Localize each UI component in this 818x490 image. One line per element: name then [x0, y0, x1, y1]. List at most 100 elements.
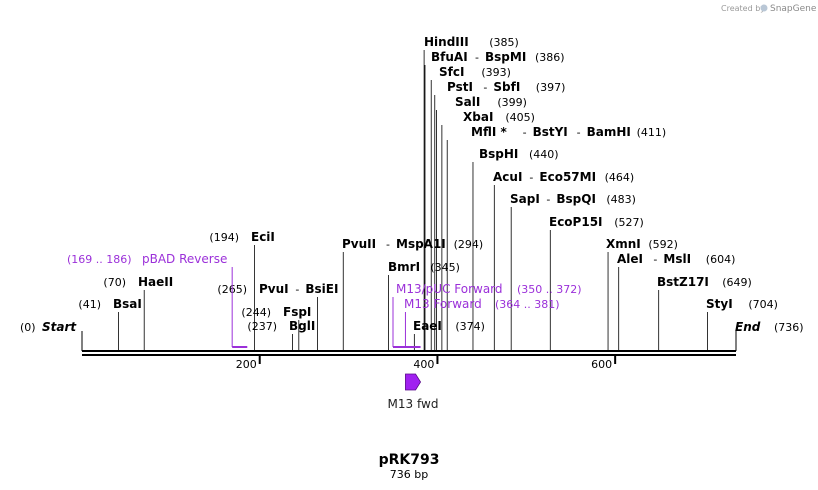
site-position-label: (604): [706, 253, 736, 266]
site-separator: -: [546, 193, 550, 206]
plasmid-size: 736 bp: [390, 468, 428, 481]
site-name-label[interactable]: BglI: [289, 319, 315, 333]
end-position: (736): [774, 321, 804, 334]
site-bsai: (41) BsaI: [78, 297, 142, 351]
site-name-label[interactable]: FspI: [283, 305, 311, 319]
site-name-label[interactable]: BspHI: [479, 147, 518, 161]
site-position-label: (397): [536, 81, 566, 94]
credit-brand: SnapGene: [770, 4, 817, 14]
site-position-label: (70): [103, 276, 126, 289]
site-name-label[interactable]: MslI: [663, 252, 691, 266]
primer-range-label: (169 .. 186): [67, 253, 132, 266]
site-name-label[interactable]: PstI: [447, 80, 473, 94]
site-separator: -: [529, 171, 533, 184]
primers: (169 .. 186) pBAD Reverse (350 .. 372) M13/…: [67, 252, 582, 348]
start-label: Start: [42, 320, 77, 334]
site-name-label[interactable]: Eco57MI: [539, 170, 596, 184]
site-name-label[interactable]: SfcI: [439, 65, 464, 79]
site-name-label[interactable]: StyI: [706, 297, 733, 311]
site-position-label: (483): [606, 193, 636, 206]
site-name-label[interactable]: BmrI: [388, 260, 420, 274]
primer-pbad-reverse[interactable]: (169 .. 186) pBAD Reverse: [67, 252, 248, 348]
site-sali: SalI (399): [436, 95, 527, 351]
site-position-label: (704): [748, 298, 778, 311]
site-position-label: (244): [241, 306, 271, 319]
site-position-label: (527): [614, 216, 644, 229]
site-position-label: (399): [497, 96, 527, 109]
restriction-sites: (41) BsaI (70) HaeII (194) EciI(237) BglI (244)…: [78, 35, 778, 351]
site-name-label[interactable]: HindIII: [424, 35, 469, 49]
site-bgli: (237) BglI: [247, 319, 315, 351]
primer-name-label[interactable]: pBAD Reverse: [142, 252, 227, 266]
start-position: (0): [20, 321, 36, 334]
primer-name-label[interactable]: M13 Forward: [404, 297, 482, 311]
site-name-label[interactable]: BspMI: [485, 50, 526, 64]
site-name-label[interactable]: SapI: [510, 192, 540, 206]
site-acui: AcuI - Eco57MI (464): [493, 170, 634, 351]
site-position-label: (393): [481, 66, 511, 79]
site-bmri: BmrI (345): [388, 260, 460, 351]
ruler-label-400: 400: [413, 358, 434, 371]
site-name-label[interactable]: SalI: [455, 95, 480, 109]
site-separator: -: [523, 126, 527, 139]
snapgene-logo-icon: [760, 4, 768, 12]
site-ecii: (194) EciI: [209, 230, 275, 351]
features: M13 fwd: [388, 373, 439, 411]
site-name-label[interactable]: BstYI: [533, 125, 568, 139]
site-position-label: (411): [637, 126, 667, 139]
site-mfli: MflI * - BstYI - BamHI (411): [446, 125, 667, 351]
site-name-label[interactable]: XbaI: [463, 110, 493, 124]
snapgene-credit: Created by SnapGene: [721, 4, 817, 14]
site-xmni: XmnI (592): [606, 237, 678, 351]
site-styi: StyI (704): [706, 297, 778, 351]
site-name-label[interactable]: BspQI: [556, 192, 596, 206]
site-name-label[interactable]: HaeII: [138, 275, 173, 289]
feature-arrow-icon[interactable]: [405, 373, 422, 391]
site-name-label[interactable]: EaeI: [413, 319, 442, 333]
site-name-label[interactable]: AleI: [617, 252, 643, 266]
end-label: End: [735, 320, 761, 334]
site-position-label: (464): [605, 171, 635, 184]
feature-label: M13 fwd: [388, 397, 439, 411]
site-name-label[interactable]: MspA1I: [396, 237, 446, 251]
site-position-label: (41): [78, 298, 101, 311]
site-position-label: (345): [430, 261, 460, 274]
site-position-label: (440): [529, 148, 559, 161]
site-separator: -: [577, 126, 581, 139]
feature-m13-fwd[interactable]: M13 fwd: [388, 373, 439, 411]
site-name-label[interactable]: EciI: [251, 230, 275, 244]
site-name-label[interactable]: AcuI: [493, 170, 522, 184]
site-separator: -: [653, 253, 657, 266]
site-name-label[interactable]: XmnI: [606, 237, 641, 251]
site-name-label[interactable]: BfuAI: [431, 50, 468, 64]
site-name-label[interactable]: SbfI: [493, 80, 520, 94]
site-sfci: SfcI (393): [430, 65, 511, 351]
site-name-label[interactable]: BsiEI: [305, 282, 338, 296]
site-position-label: (374): [455, 320, 485, 333]
site-haeii: (70) HaeII: [103, 275, 173, 351]
site-name-label[interactable]: PvuI: [259, 282, 289, 296]
site-separator: -: [386, 238, 390, 251]
primer-m13-forward[interactable]: (364 .. 381) M13 Forward: [404, 297, 560, 348]
site-name-label[interactable]: PvuII: [342, 237, 376, 251]
site-name-label[interactable]: MflI *: [471, 125, 507, 139]
site-position-label: (294): [454, 238, 484, 251]
site-alei: AleI - MslI (604): [617, 252, 735, 351]
site-name-label[interactable]: EcoP15I: [549, 215, 603, 229]
site-hindiii: HindIII (385): [423, 35, 519, 351]
ruler-label-600: 600: [591, 358, 612, 371]
primer-range-label: (364 .. 381): [495, 298, 560, 311]
primer-name-label[interactable]: M13/pUC Forward: [396, 282, 503, 296]
site-name-label[interactable]: BamHI: [587, 125, 631, 139]
site-position-label: (405): [505, 111, 535, 124]
site-pvuii: PvuII - MspA1I (294): [342, 237, 483, 351]
site-name-label[interactable]: BstZ17I: [657, 275, 709, 289]
site-separator: -: [295, 283, 299, 296]
site-position-label: (237): [247, 320, 277, 333]
ruler: 200 400 600: [236, 356, 617, 371]
site-name-label[interactable]: BsaI: [113, 297, 142, 311]
primer-range-label: (350 .. 372): [517, 283, 582, 296]
primer-m13-puc-forward[interactable]: (350 .. 372) M13/pUC Forward: [392, 282, 582, 348]
site-position-label: (385): [489, 36, 519, 49]
